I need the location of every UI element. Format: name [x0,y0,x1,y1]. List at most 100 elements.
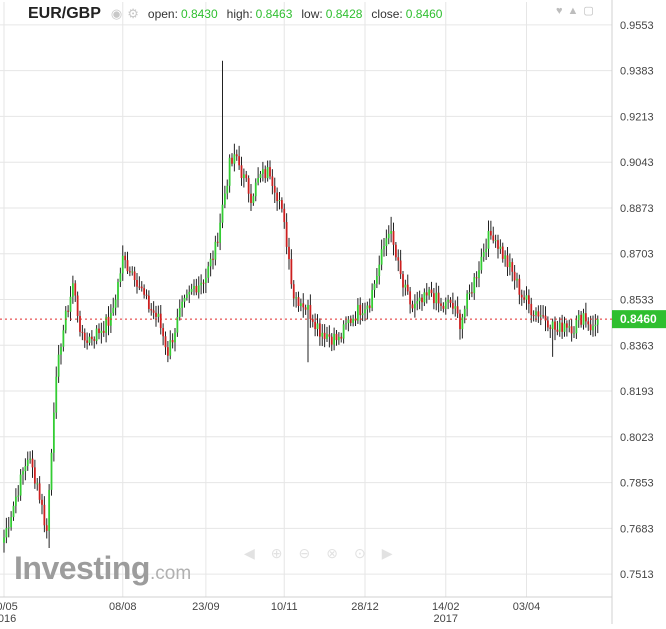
candle-body [193,285,195,290]
candle-body [506,255,509,268]
zoom-fit-icon[interactable]: ⊙ [353,545,382,561]
watermark-suffix: .com [149,563,192,584]
candle [459,309,461,340]
candle-body [475,277,478,279]
candle [321,324,324,347]
candle [359,297,362,325]
candle-body [22,471,24,475]
candle [314,313,317,337]
candle [383,237,385,257]
candle-body [368,305,371,308]
heart-icon[interactable]: ♥ [556,5,568,17]
candle-body [128,271,131,273]
candle [299,298,302,312]
zoom-out-icon[interactable]: ⊖ [298,545,327,561]
candle [506,246,509,277]
candle-body [38,483,41,500]
candle-body [435,292,438,304]
candle-body [525,295,528,300]
candle-body [461,317,464,330]
x-tick-sublabel: 2017 [434,613,458,624]
candle-body [98,328,100,334]
candle-body [164,336,167,348]
candle-body [542,315,545,317]
candle [12,501,15,521]
candle-body [321,332,324,337]
candle [404,279,407,296]
candle-body [501,246,504,259]
scroll-right-icon[interactable]: ▶ [381,545,409,561]
candle [349,315,352,327]
candle [231,153,233,167]
candle-body [185,294,188,298]
collapse-icon[interactable]: ▢ [583,5,599,17]
candle [76,291,79,323]
candle-body [314,321,317,330]
candle [17,485,20,502]
x-tick-label: 30/05 [0,601,18,613]
x-tick-label: 10/11 [271,601,298,613]
candle [71,275,74,304]
candle [181,295,184,317]
candle-body [69,296,72,312]
candle-body [152,310,155,313]
candle-body [565,323,568,328]
candle-body [276,192,279,202]
candle-body [489,230,492,236]
zoom-in-icon[interactable]: ⊕ [270,545,299,561]
candle [421,294,423,311]
candle [568,319,571,333]
candle-body [31,458,34,468]
zoom-reset-icon[interactable]: ⊗ [326,545,354,561]
scroll-left-icon[interactable]: ◀ [244,545,271,561]
candle-body [311,318,314,322]
candle-body [188,291,191,295]
gear-icon[interactable]: ⚙ [127,6,139,21]
candle [454,300,457,317]
candle [318,318,321,346]
candle-body [584,313,587,322]
candle-body [247,178,250,194]
candle-body [582,313,585,325]
candle [10,511,13,531]
candle-body [214,241,217,260]
bell-icon[interactable]: ▲ [567,5,584,17]
candle [309,294,312,328]
candle-body [504,255,507,259]
candle [326,326,328,342]
candle-body [478,270,480,279]
candle [285,213,288,255]
candle [264,165,267,183]
candle [14,488,17,514]
candle-body [437,292,440,304]
candle-body [240,165,243,179]
candle-body [411,304,414,309]
eye-icon[interactable]: ◉ [110,6,123,21]
y-tick-label: 0.8363 [620,340,654,352]
candle [214,235,217,266]
candle-body [166,347,169,356]
candle [155,305,157,327]
candle-body [575,320,578,334]
candle-body [518,278,521,295]
candle [202,279,205,294]
candle-body [283,208,286,223]
candle-body [359,304,362,316]
candle-body [316,323,319,330]
candle-body [117,281,119,300]
candle-body [171,339,174,343]
candle-body [174,332,176,343]
candle-body [235,154,238,157]
top-right-toolbar: ♥▲▢ [556,4,599,17]
candle [508,253,511,276]
candle-body [95,328,98,341]
candle-body [226,185,229,194]
candle-body [271,176,274,186]
candle-body [216,241,219,243]
candle [48,484,51,548]
candle [511,258,514,282]
candle-body [454,306,457,309]
candle-body [418,297,421,302]
